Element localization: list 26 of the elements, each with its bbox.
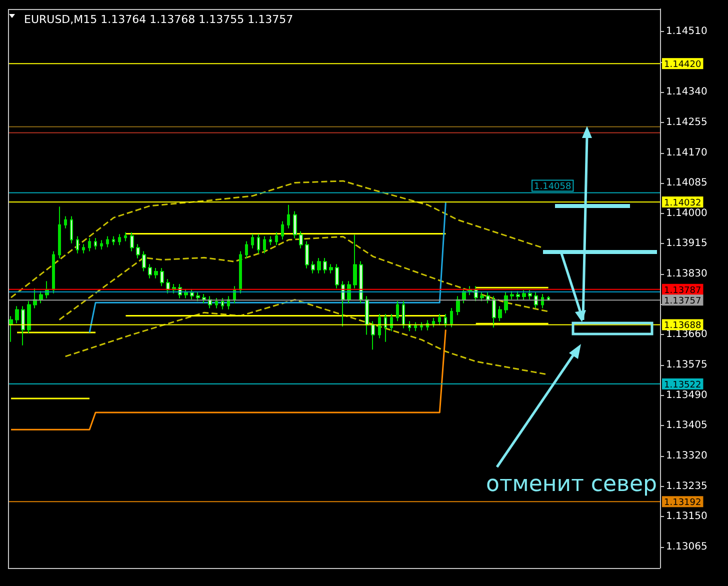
ref-line-label: 1.13688 <box>664 321 702 332</box>
ref-line-label: 1.14420 <box>664 60 702 70</box>
y-tick-label: 1.14000 <box>666 208 708 219</box>
y-tick-label: 1.14085 <box>666 178 708 189</box>
y-tick-label: 1.13660 <box>666 329 708 340</box>
y-tick-label: 1.13575 <box>666 360 708 371</box>
ref-line-label: 1.14058 <box>534 182 572 192</box>
y-tick-label: 1.13830 <box>666 268 708 280</box>
ref-line-label: 1.13522 <box>664 380 702 390</box>
ref-line-label: 1.13192 <box>664 498 702 508</box>
ref-line-label: 1.13757 <box>664 296 702 307</box>
ref-line-label: 1.13787 <box>664 286 702 296</box>
y-tick-label: 1.13235 <box>666 480 708 492</box>
y-tick-label: 1.13490 <box>666 390 708 401</box>
y-tick-label: 1.13320 <box>666 450 708 462</box>
annotation: отменит север <box>486 472 657 497</box>
y-tick-label: 1.14170 <box>666 147 708 158</box>
y-tick-label: 1.13150 <box>666 511 708 522</box>
y-tick-label: 1.13915 <box>666 238 708 250</box>
y-tick-label: 1.13405 <box>666 420 708 432</box>
y-tick-label: 1.14255 <box>666 116 708 128</box>
y-tick-label: 1.13065 <box>666 541 708 552</box>
y-tick-label: 1.14510 <box>666 26 708 37</box>
ref-line-label: 1.14032 <box>664 198 702 208</box>
chart-title: EURUSD,M15 1.13764 1.13768 1.13755 1.13757 <box>24 13 294 26</box>
y-tick-label: 1.14340 <box>666 86 708 98</box>
